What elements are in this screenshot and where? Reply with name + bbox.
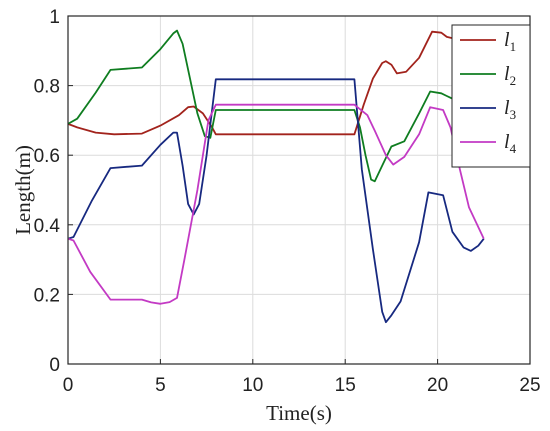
tick-labels: 0 5 10 15 20 25 0 0.2 0.4 0.6 0.8 1 xyxy=(34,7,541,396)
y-tick-label: 0 xyxy=(49,355,60,376)
x-axis-title: Time(s) xyxy=(266,401,332,425)
x-tick-label: 5 xyxy=(155,375,166,396)
series-line-l2 xyxy=(67,29,461,183)
series-line-l3 xyxy=(67,78,485,324)
legend-label-l3: l3 xyxy=(504,97,516,122)
legend-box xyxy=(451,24,531,168)
series-line-l4 xyxy=(67,103,485,305)
legend-label-l1: l1 xyxy=(504,29,516,54)
series-line-l1 xyxy=(67,30,459,136)
y-tick-label: 1 xyxy=(49,7,60,28)
y-tick-label: 0.8 xyxy=(34,77,60,98)
legend-label-l4: l4 xyxy=(504,131,517,156)
series-lines xyxy=(67,29,485,324)
legend-label-l2: l2 xyxy=(504,63,516,88)
x-tick-label: 10 xyxy=(242,375,263,396)
legend: l1 l2 l3 l4 xyxy=(451,24,531,168)
axis-ticks xyxy=(67,15,531,365)
x-tick-label: 0 xyxy=(63,375,74,396)
x-tick-label: 25 xyxy=(519,375,540,396)
y-tick-label: 0.4 xyxy=(34,216,61,237)
y-tick-label: 0.2 xyxy=(34,285,60,306)
y-tick-label: 0.6 xyxy=(34,146,60,167)
x-tick-label: 20 xyxy=(427,375,448,396)
plot-frame xyxy=(67,15,531,365)
x-tick-label: 15 xyxy=(335,375,356,396)
y-axis-title: Length(m) xyxy=(11,145,35,235)
